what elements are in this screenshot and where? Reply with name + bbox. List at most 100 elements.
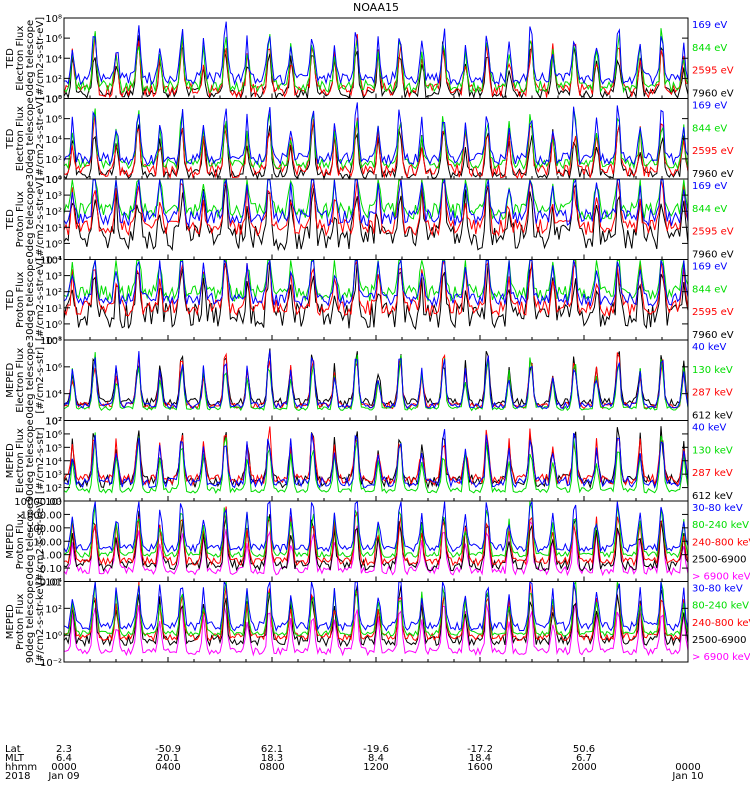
x-tick-label-lat: -19.6 bbox=[363, 744, 389, 755]
x-tick-label-hhmm: 2000 bbox=[571, 762, 596, 773]
y-tick-label: 10⁷ bbox=[45, 417, 62, 428]
y-tick-label: 10⁴ bbox=[45, 390, 62, 401]
y-axis-label-line: 90deg telescope bbox=[25, 580, 36, 663]
y-axis-label-line: Electron Flux bbox=[15, 428, 26, 493]
y-tick-label: 10¹ bbox=[45, 497, 62, 508]
y-axis-label-line: TED bbox=[5, 209, 16, 230]
y-tick-label: 10⁸ bbox=[45, 95, 62, 106]
legend-entry: 30-80 keV bbox=[692, 584, 743, 595]
y-tick-label: 1000.00 bbox=[21, 510, 62, 521]
legend-entry: 612 keV bbox=[692, 411, 733, 422]
x-tick-label-hhmm: 0000 bbox=[51, 762, 76, 773]
x-tick-label-lat: 2.3 bbox=[56, 744, 72, 755]
y-axis-label-line: TED bbox=[5, 48, 16, 69]
chart-title: NOAA15 bbox=[353, 1, 399, 14]
legend-entry: > 6900 keV bbox=[692, 572, 750, 583]
legend-entry: 169 eV bbox=[692, 20, 727, 31]
y-axis-label-line: 30deg telescope bbox=[25, 258, 36, 341]
y-tick-label: 10⁸ bbox=[45, 14, 62, 25]
legend-entry: 80-240 keV bbox=[692, 520, 749, 531]
y-tick-label: 10² bbox=[45, 207, 62, 218]
y-axis-label-line: 0deg telescope bbox=[25, 342, 36, 419]
y-axis-label-line: 0deg telescope bbox=[25, 20, 36, 97]
x-tick-label-hhmm: 0000 bbox=[675, 762, 700, 773]
panel-4: 10⁻¹ 10⁰ 10¹ 10² 10³ 10⁴ TED Proton Flux 30deg t… bbox=[5, 256, 734, 348]
y-axis-label-line: [#/cm2-s-str-eV] bbox=[35, 178, 46, 261]
x-tick-label-date: Jan 10 bbox=[671, 771, 703, 782]
y-axis-label-line: [#/cm2-s-str-keV] bbox=[35, 497, 46, 585]
x-row-label: MLT bbox=[5, 753, 25, 764]
y-axis-label-line: Proton Flux bbox=[15, 594, 26, 650]
legend-entry: 844 eV bbox=[692, 123, 727, 134]
y-tick-label: 0.10 bbox=[40, 564, 62, 575]
legend-entry: 612 keV bbox=[692, 491, 733, 502]
y-tick-label: 10⁰ bbox=[45, 320, 62, 331]
y-tick-label: 10² bbox=[45, 484, 62, 495]
y-tick-label: 10⁶ bbox=[45, 430, 62, 441]
y-tick-label: 10⁶ bbox=[45, 115, 62, 126]
y-tick-label: 10⁸ bbox=[45, 336, 62, 347]
x-tick-label-mlt: 20.1 bbox=[157, 753, 179, 764]
x-row-label: Lat bbox=[5, 744, 21, 755]
y-axis-label-line: 30deg telescope bbox=[25, 97, 36, 180]
y-tick-label: 10⁴ bbox=[45, 54, 62, 65]
y-axis-label-line: [#/cm2-s-str-eV] bbox=[35, 97, 46, 180]
y-axis-label-line: MEPED bbox=[5, 362, 16, 397]
series-line-2-4 bbox=[63, 102, 689, 167]
legend-entry: 2500-6900 keV bbox=[692, 554, 750, 565]
legend-entry: 7960 eV bbox=[692, 169, 734, 180]
y-tick-label: 10³ bbox=[45, 191, 62, 202]
legend-entry: 844 eV bbox=[692, 43, 727, 54]
y-axis-label-line: Electron Flux bbox=[15, 348, 26, 413]
panel-5: 10² 10⁴ 10⁶ 10⁸ MEPED Electron Flux 0deg teles… bbox=[5, 336, 733, 428]
y-tick-label: 10⁴ bbox=[45, 175, 62, 186]
y-tick-label: 10¹ bbox=[45, 223, 62, 234]
y-tick-label: 10² bbox=[45, 288, 62, 299]
y-axis-label-line: 0deg telescope bbox=[25, 503, 36, 580]
y-axis-label-line: MEPED bbox=[5, 604, 16, 639]
legend-entry: 844 eV bbox=[692, 284, 727, 295]
legend-entry: 240-800 keV bbox=[692, 537, 750, 548]
series-line-8-3 bbox=[63, 581, 689, 642]
y-axis-label-line: MEPED bbox=[5, 443, 16, 478]
y-axis-label-line: Electron Flux bbox=[15, 26, 26, 91]
legend-entry: 240-800 keV bbox=[692, 618, 750, 629]
x-tick-label-lat: -50.9 bbox=[155, 744, 181, 755]
y-axis-label-line: Electron Flux bbox=[15, 106, 26, 171]
y-tick-label: 10⁴ bbox=[45, 135, 62, 146]
y-tick-label: 10⁵ bbox=[45, 443, 62, 454]
x-tick-label-hhmm: 1600 bbox=[467, 762, 492, 773]
y-tick-label: 10⁶ bbox=[45, 34, 62, 45]
y-axis-label-line: Proton Flux bbox=[15, 272, 26, 328]
y-tick-label: 10² bbox=[45, 417, 62, 428]
x-tick-label-mlt: 18.3 bbox=[261, 753, 283, 764]
series-line-8-2 bbox=[63, 585, 689, 648]
legend-entry: 7960 eV bbox=[692, 250, 734, 261]
legend-entry: 287 keV bbox=[692, 468, 733, 479]
y-tick-label: 10⁴ bbox=[45, 256, 62, 267]
y-tick-label: 10⁰ bbox=[45, 95, 62, 106]
series-line-4-1 bbox=[63, 260, 689, 330]
legend-entry: 130 keV bbox=[692, 365, 733, 376]
legend-entry: 287 keV bbox=[692, 388, 733, 399]
y-axis-label-line: TED bbox=[5, 128, 16, 149]
legend-entry: 2500-6900 keV bbox=[692, 635, 750, 646]
panel-2: 10⁰ 10² 10⁴ 10⁶ 10⁸ TED Electron Flux 30deg tel… bbox=[5, 95, 734, 187]
x-tick-label-lat: -17.2 bbox=[467, 744, 493, 755]
y-axis-label-line: 90deg telescope bbox=[25, 419, 36, 502]
y-tick-label: 100.00 bbox=[27, 524, 62, 535]
y-tick-label: 10⁶ bbox=[45, 363, 62, 374]
y-tick-label: 10² bbox=[45, 155, 62, 166]
x-tick-label-hhmm: 0800 bbox=[259, 762, 284, 773]
series-line-8-1 bbox=[63, 602, 689, 657]
y-axis-label-line: [#/cm2-s-str-eV] bbox=[35, 17, 46, 100]
y-tick-label: 10000.00 bbox=[14, 497, 62, 508]
legend-entry: 2595 eV bbox=[692, 307, 734, 318]
panel-6: 10¹ 10² 10³ 10⁴ 10⁵ 10⁶ 10⁷ MEPED Electron Flux 9… bbox=[5, 417, 733, 509]
y-axis-label-line: TED bbox=[5, 289, 16, 310]
y-axis-label-line: [#/cm2-s-str] bbox=[35, 427, 46, 494]
series-line-4-4 bbox=[63, 258, 689, 308]
panel-frame bbox=[63, 420, 689, 502]
